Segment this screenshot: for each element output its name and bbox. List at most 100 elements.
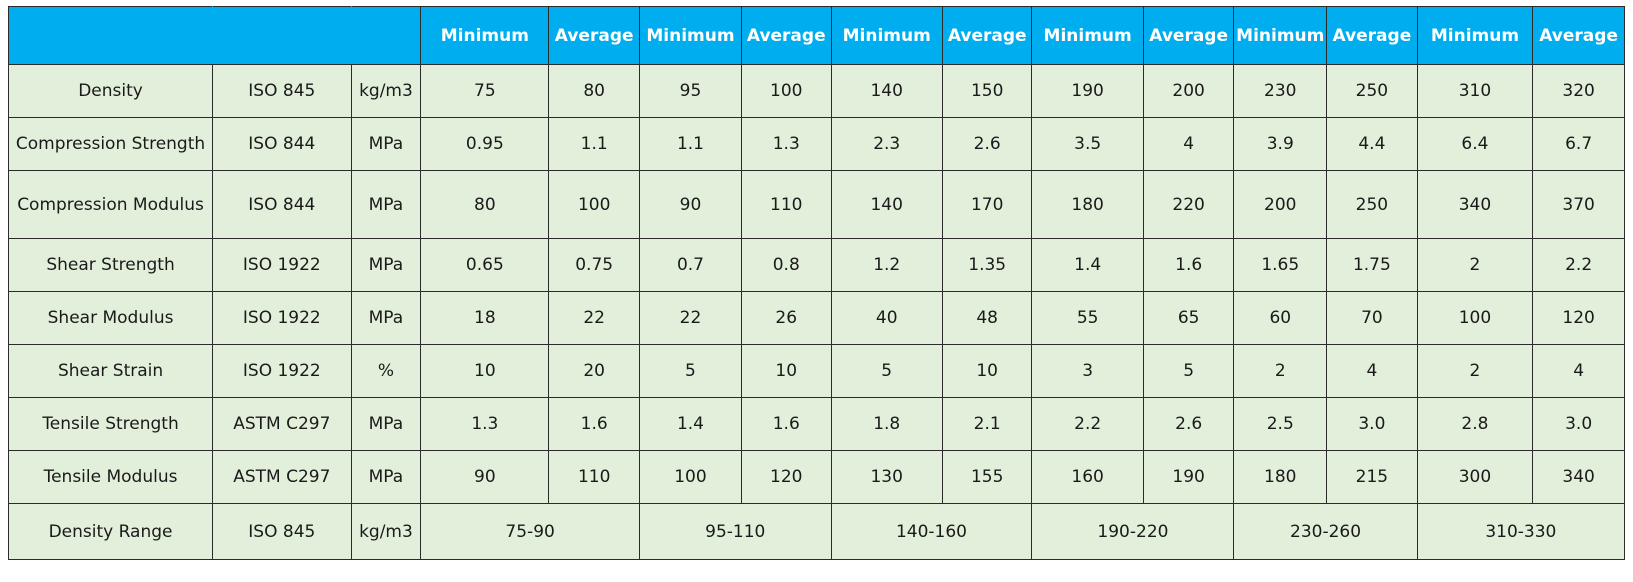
standard-cell: ISO 845 bbox=[212, 64, 352, 118]
average-value-cell: 120 bbox=[1532, 291, 1625, 345]
table-body: Density ISO 845 kg/m3 75 80 95 100 140 150 190 200… bbox=[7, 64, 1626, 560]
minimum-value-cell: 160 bbox=[1031, 450, 1144, 504]
average-value-cell: 3.0 bbox=[1532, 397, 1625, 451]
minimum-value-cell: 2 bbox=[1416, 344, 1534, 398]
average-value-cell: 22 bbox=[548, 291, 640, 345]
minimum-value-cell: 3.5 bbox=[1031, 117, 1144, 171]
average-value-cell: 70 bbox=[1326, 291, 1418, 345]
minimum-value-cell: 2.8 bbox=[1416, 397, 1534, 451]
minimum-value-cell: 80 bbox=[420, 170, 550, 239]
minimum-value-cell: 90 bbox=[420, 450, 550, 504]
density-range-cell: 140-160 bbox=[830, 503, 1033, 560]
unit-cell: MPa bbox=[350, 291, 422, 345]
property-name-cell: Compression Modulus bbox=[7, 170, 214, 239]
minimum-value-cell: 40 bbox=[830, 291, 943, 345]
minimum-value-cell: 3.9 bbox=[1233, 117, 1328, 171]
standard-cell: ISO 844 bbox=[212, 117, 352, 171]
average-value-cell: 1.35 bbox=[941, 238, 1033, 292]
header-col-6: Average bbox=[941, 6, 1033, 65]
standard-cell: ISO 1922 bbox=[212, 344, 352, 398]
header-col-4: Average bbox=[740, 6, 832, 65]
minimum-value-cell: 130 bbox=[830, 450, 943, 504]
table-row: Shear Strain ISO 1922% 10 20 5 10 5 10 3 5 2 4 2 4 bbox=[7, 344, 1625, 398]
property-name-cell: Shear Strength bbox=[7, 238, 214, 292]
minimum-value-cell: 3 bbox=[1031, 344, 1144, 398]
average-value-cell: 250 bbox=[1326, 64, 1418, 118]
minimum-value-cell: 1.8 bbox=[830, 397, 943, 451]
average-value-cell: 2.1 bbox=[941, 397, 1033, 451]
average-value-cell: 215 bbox=[1326, 450, 1418, 504]
minimum-value-cell: 2 bbox=[1416, 238, 1534, 292]
table-row: Shear Strength ISO 1922 MPa 0.65 0.75 0.7 0.8 1… bbox=[7, 238, 1625, 292]
average-value-cell: 5 bbox=[1142, 344, 1235, 398]
unit-cell: % bbox=[350, 344, 422, 398]
average-value-cell: 10 bbox=[941, 344, 1033, 398]
property-name-cell: Shear Modulus bbox=[7, 291, 214, 345]
table-row: Shear Modulus ISO 1922 MPa 18 22 22 26 40 48 55 65… bbox=[7, 291, 1625, 345]
average-value-cell: 0.75 bbox=[548, 238, 640, 292]
average-value-cell: 1.75 bbox=[1326, 238, 1418, 292]
minimum-value-cell: 0.95 bbox=[420, 117, 550, 171]
standard-cell: ASTM C297 bbox=[212, 450, 352, 504]
minimum-value-cell: 2 bbox=[1233, 344, 1328, 398]
minimum-value-cell: 90 bbox=[638, 170, 742, 239]
average-value-cell: 0.8 bbox=[740, 238, 832, 292]
average-value-cell: 370 bbox=[1532, 170, 1625, 239]
unit-cell: kg/m3 bbox=[350, 64, 422, 118]
property-name-cell: Tensile Modulus bbox=[7, 450, 214, 504]
minimum-value-cell: 5 bbox=[830, 344, 943, 398]
minimum-value-cell: 140 bbox=[830, 64, 943, 118]
minimum-value-cell: 2.2 bbox=[1031, 397, 1144, 451]
header-col-11: Minimum bbox=[1416, 6, 1534, 65]
average-value-cell: 4.4 bbox=[1326, 117, 1418, 171]
minimum-value-cell: 60 bbox=[1233, 291, 1328, 345]
standard-cell: ISO 1922 bbox=[212, 291, 352, 345]
minimum-value-cell: 310 bbox=[1416, 64, 1534, 118]
standard-cell: ISO 845 bbox=[212, 503, 352, 560]
header-col-1: Minimum bbox=[420, 6, 550, 65]
minimum-value-cell: 1.3 bbox=[420, 397, 550, 451]
table-header: Minimum Average Minimum Average Minimum … bbox=[7, 6, 1625, 65]
average-value-cell: 100 bbox=[548, 170, 640, 239]
table-row: Density ISO 845 kg/m3 75 80 95 100 140 150 190 200… bbox=[7, 64, 1625, 118]
header-col-8: Average bbox=[1142, 6, 1235, 65]
table-row: Tensile Modulus ASTM C297 MPa 90 110 100 120 13… bbox=[7, 450, 1625, 504]
minimum-value-cell: 55 bbox=[1031, 291, 1144, 345]
minimum-value-cell: 340 bbox=[1416, 170, 1534, 239]
header-row: Minimum Average Minimum Average Minimum … bbox=[7, 6, 1625, 65]
minimum-value-cell: 180 bbox=[1233, 450, 1328, 504]
minimum-value-cell: 10 bbox=[420, 344, 550, 398]
unit-cell: MPa bbox=[350, 397, 422, 451]
table-row: Tensile Strength ASTM C297 MPa 1.3 1.6 1.4 1.6… bbox=[7, 397, 1625, 451]
density-range-cell: 310-330 bbox=[1416, 503, 1626, 560]
minimum-value-cell: 2.5 bbox=[1233, 397, 1328, 451]
average-value-cell: 1.3 bbox=[740, 117, 832, 171]
average-value-cell: 120 bbox=[740, 450, 832, 504]
minimum-value-cell: 1.1 bbox=[638, 117, 742, 171]
property-name-cell: Density Range bbox=[7, 503, 214, 560]
standard-cell: ISO 844 bbox=[212, 170, 352, 239]
average-value-cell: 1.6 bbox=[548, 397, 640, 451]
average-value-cell: 340 bbox=[1532, 450, 1625, 504]
minimum-value-cell: 22 bbox=[638, 291, 742, 345]
average-value-cell: 170 bbox=[941, 170, 1033, 239]
minimum-value-cell: 200 bbox=[1233, 170, 1328, 239]
average-value-cell: 4 bbox=[1532, 344, 1625, 398]
header-col-10: Average bbox=[1326, 6, 1418, 65]
property-name-cell: Tensile Strength bbox=[7, 397, 214, 451]
properties-table: Minimum Average Minimum Average Minimum … bbox=[7, 6, 1626, 560]
standard-cell: ASTM C297 bbox=[212, 397, 352, 451]
average-value-cell: 6.7 bbox=[1532, 117, 1625, 171]
average-value-cell: 320 bbox=[1532, 64, 1625, 118]
average-value-cell: 4 bbox=[1142, 117, 1235, 171]
header-col-12: Average bbox=[1532, 6, 1625, 65]
average-value-cell: 65 bbox=[1142, 291, 1235, 345]
average-value-cell: 200 bbox=[1142, 64, 1235, 118]
average-value-cell: 20 bbox=[548, 344, 640, 398]
unit-cell: MPa bbox=[350, 170, 422, 239]
density-range-cell: 230-260 bbox=[1233, 503, 1418, 560]
header-col-3: Minimum bbox=[638, 6, 742, 65]
minimum-value-cell: 140 bbox=[830, 170, 943, 239]
header-col-9: Minimum bbox=[1233, 6, 1328, 65]
header-blank-property bbox=[7, 6, 214, 65]
